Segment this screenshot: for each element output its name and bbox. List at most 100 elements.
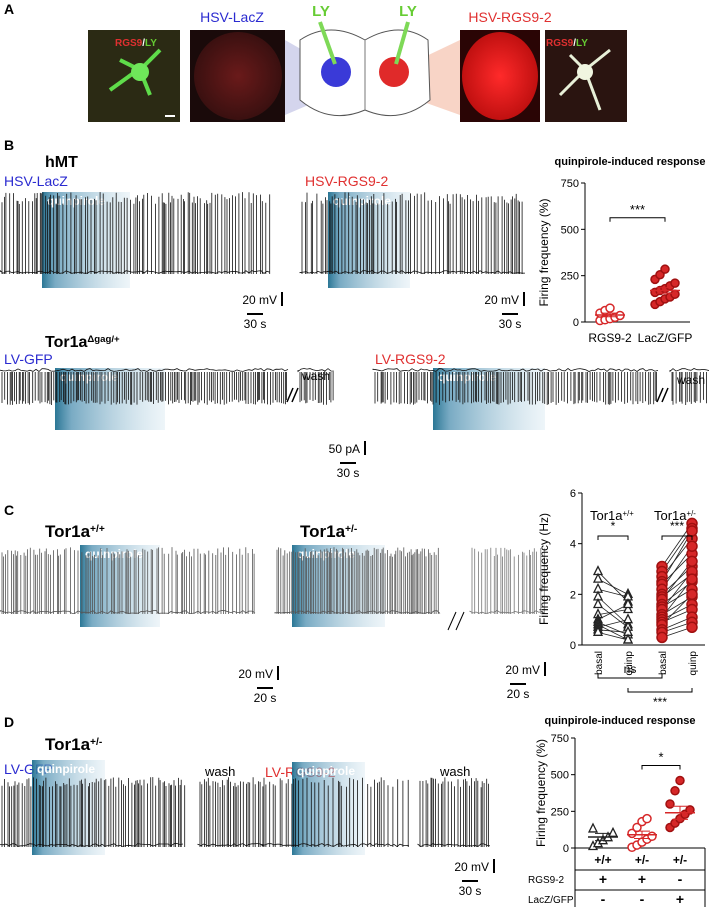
significance-label: *** <box>653 695 667 709</box>
significance-label: * <box>611 519 616 533</box>
error-bar <box>672 805 688 820</box>
table-cell: - <box>640 891 645 907</box>
voltage-trace <box>261 777 410 847</box>
break <box>656 387 664 403</box>
y-tick-label: 2 <box>570 589 576 601</box>
pair-line <box>597 578 629 595</box>
y-axis-label: Firing frequency (%) <box>537 198 551 306</box>
pair-line <box>597 588 629 598</box>
panel-label: C <box>4 502 14 518</box>
label: LV-GFP <box>4 351 53 367</box>
pair-line <box>597 604 629 621</box>
data-point <box>686 525 698 537</box>
error-bar <box>595 832 611 842</box>
scale-label: 30 s <box>244 317 267 331</box>
label: HSV-RGS9-2 <box>305 173 388 189</box>
label: HSV-RGS9-2 <box>468 9 551 25</box>
title-text: Tor1a <box>45 735 91 754</box>
drug-label: quinpirole <box>37 762 95 776</box>
title-superscript: +/- <box>90 737 102 748</box>
data-point <box>670 289 680 299</box>
voltage-trace <box>197 777 265 847</box>
data-point <box>665 799 675 809</box>
pair-line <box>597 624 629 641</box>
voltage-trace <box>0 192 271 275</box>
table-cell: + <box>638 871 646 887</box>
x-tick-label: +/- <box>673 853 687 867</box>
data-point <box>686 555 698 568</box>
error-bar <box>602 312 618 318</box>
table-cell: + <box>599 871 607 887</box>
stain-part: RGS9 <box>115 38 143 49</box>
quinpirole-bar <box>32 760 105 855</box>
x-tick-label: quinp <box>624 651 635 676</box>
data-point <box>686 588 698 601</box>
voltage-trace <box>469 547 546 614</box>
panel-label: A <box>4 1 14 17</box>
title-superscript: +/+ <box>90 524 105 535</box>
title-text: Tor1a <box>654 508 687 523</box>
drug-label: quinpirole <box>297 547 355 561</box>
chart-title: quinpirole-induced response <box>545 715 696 727</box>
break <box>286 387 294 403</box>
pair-line <box>597 596 629 626</box>
y-tick-label: 250 <box>551 806 569 818</box>
stain-part: LY <box>576 38 588 49</box>
label: HSV-LacZ <box>200 9 264 25</box>
label: HSV-LacZ <box>4 173 68 189</box>
data-point <box>686 573 698 585</box>
row-label: RGS9-2 <box>528 875 565 886</box>
scale-label: 20 mV <box>454 860 489 874</box>
drug-label: quinpirole <box>85 547 143 561</box>
break <box>447 611 457 631</box>
data-point <box>686 621 698 634</box>
x-tick-label: quinp <box>688 651 699 676</box>
table-cell: + <box>676 891 684 907</box>
voltage-trace <box>0 777 186 847</box>
title-superscript: Δgag/+ <box>87 334 120 345</box>
significance-bracket <box>597 674 663 679</box>
data-point <box>642 813 652 824</box>
data-point <box>660 264 670 274</box>
scale-label: 20 mV <box>505 663 540 677</box>
x-tick-label: LacZ/GFP <box>638 331 693 345</box>
y-tick-label: 500 <box>551 770 569 782</box>
scale-label: 20 mV <box>484 293 519 307</box>
stain-part: / <box>142 38 145 49</box>
label: LY <box>312 3 330 20</box>
data-point <box>622 633 634 644</box>
title-superscript: +/- <box>345 524 357 535</box>
title: Tor1a+/- <box>45 735 102 754</box>
label: wash <box>676 373 705 387</box>
panel-label: D <box>4 714 14 730</box>
scale-label: 30 s <box>459 884 482 898</box>
significance-label: *** <box>630 202 645 217</box>
drug-label: quinpirole <box>333 194 391 208</box>
group-label: Tor1a+/+ <box>590 508 634 523</box>
significance-bracket <box>641 765 681 770</box>
y-tick-label: 750 <box>561 178 579 190</box>
data-point <box>670 786 680 796</box>
data-point <box>592 598 604 609</box>
panel-a-art <box>88 21 627 122</box>
voltage-trace <box>274 547 441 614</box>
data-point <box>592 625 604 636</box>
significance-bracket <box>609 217 666 222</box>
label: wash <box>439 764 470 779</box>
voltage-trace <box>0 547 256 614</box>
title: Tor1a+/- <box>300 522 357 541</box>
drug-label: quinpirole <box>297 764 355 778</box>
title-text: Tor1a <box>300 522 346 541</box>
voltage-trace <box>0 368 289 405</box>
voltage-trace <box>669 368 709 405</box>
scale-label: 30 s <box>499 317 522 331</box>
title: Tor1aΔgag/+ <box>45 334 120 352</box>
scale-label: 20 s <box>507 687 530 701</box>
label: LV-RGS9-2 <box>375 351 446 367</box>
drug-label: quinpirole <box>438 370 496 384</box>
quinpirole-bar <box>433 368 545 430</box>
error-bar <box>657 287 673 294</box>
title-text: Tor1a <box>590 508 623 523</box>
stain-part: LY <box>145 38 157 49</box>
x-tick-label: +/+ <box>594 853 611 867</box>
